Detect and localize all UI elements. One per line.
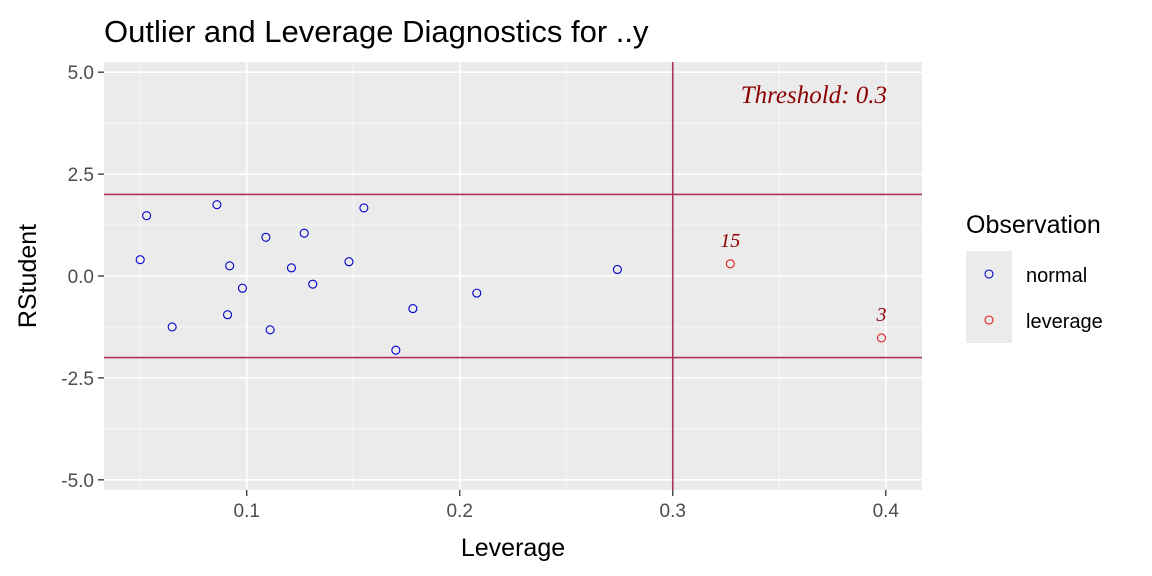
data-point-normal <box>612 264 622 275</box>
point-labels: 15 3 <box>720 230 886 326</box>
data-point-leverage <box>876 333 887 343</box>
threshold-annotation: Threshold: 0.3 <box>741 82 887 109</box>
axes: 0.1 0.2 0.3 0.4 -5.0 -2.5 0.0 2.5 5.0 <box>61 63 899 522</box>
x-axis-title: Leverage <box>461 534 565 562</box>
y-tick-label: 0.0 <box>68 267 94 288</box>
data-point-normal <box>223 310 233 320</box>
data-point-normal <box>212 200 222 210</box>
point-label: 15 <box>720 230 740 252</box>
legend-key-leverage <box>984 315 994 325</box>
data-point-normal <box>237 283 248 293</box>
legend-key-bg-normal <box>966 251 1012 297</box>
legend-label-normal: normal <box>1026 265 1087 287</box>
reference-lines <box>104 62 922 490</box>
data-point-normal <box>286 263 297 273</box>
x-tick-label: 0.4 <box>873 501 900 522</box>
data-point-normal <box>344 257 354 267</box>
data-point-normal <box>408 304 418 314</box>
data-point-normal <box>265 325 275 335</box>
legend: Observation normal leverage <box>966 211 1103 343</box>
data-point-normal <box>391 345 401 355</box>
y-tick-label: 5.0 <box>68 63 94 84</box>
y-tick-label: 2.5 <box>68 165 94 186</box>
legend-label-leverage: leverage <box>1026 311 1103 333</box>
data-point-normal <box>299 228 309 238</box>
data-point-normal <box>308 279 318 289</box>
data-point-normal <box>135 255 145 265</box>
data-point-normal <box>225 261 235 271</box>
data-point-normal <box>167 322 177 332</box>
data-points <box>135 200 887 355</box>
chart-title: Outlier and Leverage Diagnostics for ..y <box>104 14 649 49</box>
data-point-leverage <box>725 259 735 269</box>
legend-key-normal <box>984 269 994 279</box>
x-tick-label: 0.3 <box>660 501 686 522</box>
x-tick-label: 0.1 <box>234 501 260 522</box>
x-tick-label: 0.2 <box>447 501 473 522</box>
point-label: 3 <box>876 304 887 326</box>
y-tick-label: -2.5 <box>61 369 94 390</box>
legend-title: Observation <box>966 211 1101 239</box>
data-point-normal <box>142 211 152 221</box>
y-axis-title: RStudent <box>14 224 42 328</box>
data-point-normal <box>261 232 271 242</box>
y-tick-label: -5.0 <box>61 471 94 492</box>
legend-key-bg-leverage <box>966 297 1012 343</box>
data-point-normal <box>359 203 369 213</box>
data-point-normal <box>472 288 482 298</box>
